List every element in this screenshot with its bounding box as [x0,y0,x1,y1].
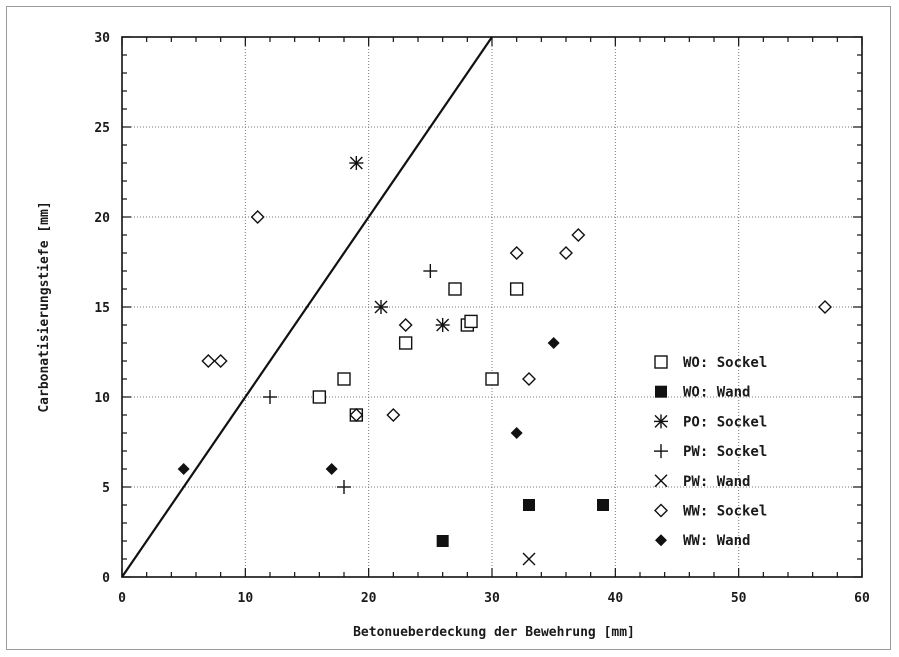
data-point [349,156,364,170]
y-tick-label: 0 [102,571,110,586]
x-tick-label: 0 [118,591,126,606]
x-tick-label: 30 [484,591,500,606]
legend-entry: WO: Sockel [654,355,767,371]
legend-label: WO: Sockel [683,355,767,371]
data-point [559,246,573,260]
series-3 [263,264,438,494]
data-point [485,372,499,386]
data-point [818,300,832,314]
data-point [522,372,536,386]
series-2 [349,156,450,332]
data-point [312,390,327,404]
data-point [547,337,560,349]
legend-label: PO: Sockel [683,414,767,430]
data-point [523,499,535,511]
legend-marker [654,444,668,459]
series-5 [201,210,832,422]
reference-line [121,36,493,578]
data-point [398,336,413,350]
series-6 [177,337,560,475]
data-point [374,300,388,314]
data-point [250,210,265,224]
legend-entry: PW: Wand [654,474,750,490]
x-axis-label: Betonueberdeckung der Bewehrung [mm] [353,625,635,640]
data-point [423,264,438,278]
data-point [337,480,351,494]
data-point [571,228,586,242]
y-tick-label: 20 [94,211,110,226]
data-point [325,463,338,475]
data-point [597,499,609,511]
data-point [213,354,228,368]
data-point [398,318,413,332]
legend-entry: WO: Wand [655,385,750,401]
y-tick-label: 15 [94,301,110,316]
series-1 [436,499,609,547]
data-point [435,318,450,332]
data-point [509,246,524,260]
legend-entry: WW: Wand [655,533,750,549]
reference-line-group [121,36,493,578]
data-points [177,156,832,566]
data-point [436,535,449,547]
legend-label: PW: Wand [683,474,750,490]
legend-marker [655,534,667,547]
data-point [177,463,190,475]
legend-entry: WW: Sockel [654,503,767,520]
legend-label: WW: Wand [683,533,750,549]
data-point [349,408,364,422]
x-tick-label: 10 [238,591,254,606]
data-point [522,552,536,566]
series-4 [522,552,536,566]
y-tick-label: 10 [94,391,110,406]
legend-marker [655,385,667,398]
legend-label: WO: Wand [683,385,750,401]
gridlines [122,37,862,577]
y-tick-label: 30 [94,31,110,46]
legend-label: WW: Sockel [683,504,767,520]
legend-marker [654,414,668,429]
y-tick-label: 5 [102,481,110,496]
legend-entry: PW: Sockel [654,444,767,460]
data-point [509,282,524,296]
data-point [464,314,478,329]
y-tick-label: 25 [94,121,110,136]
y-axis-label: Carbonatisierungstiefe [mm] [37,201,52,412]
x-tick-label: 50 [731,591,747,606]
data-point [263,390,277,404]
series-0 [312,282,524,422]
x-tick-label: 20 [361,591,377,606]
data-point [386,408,401,422]
legend-label: PW: Sockel [683,444,767,460]
data-point [337,372,351,386]
legend-marker [654,355,668,369]
legend: WO: Sockel WO: Wand PO: Sockel PW: Sockel PW… [654,355,767,549]
legend-marker [654,474,668,488]
legend-entry: PO: Sockel [654,414,767,430]
x-tick-label: 40 [608,591,624,606]
tick-labels: 0 10 20 30 40 50 60 0 5 10 15 20 25 30 [94,31,870,606]
data-point [201,354,216,368]
data-point [510,427,523,439]
data-point [448,282,462,296]
legend-marker [654,503,668,518]
x-tick-label: 60 [854,591,870,606]
